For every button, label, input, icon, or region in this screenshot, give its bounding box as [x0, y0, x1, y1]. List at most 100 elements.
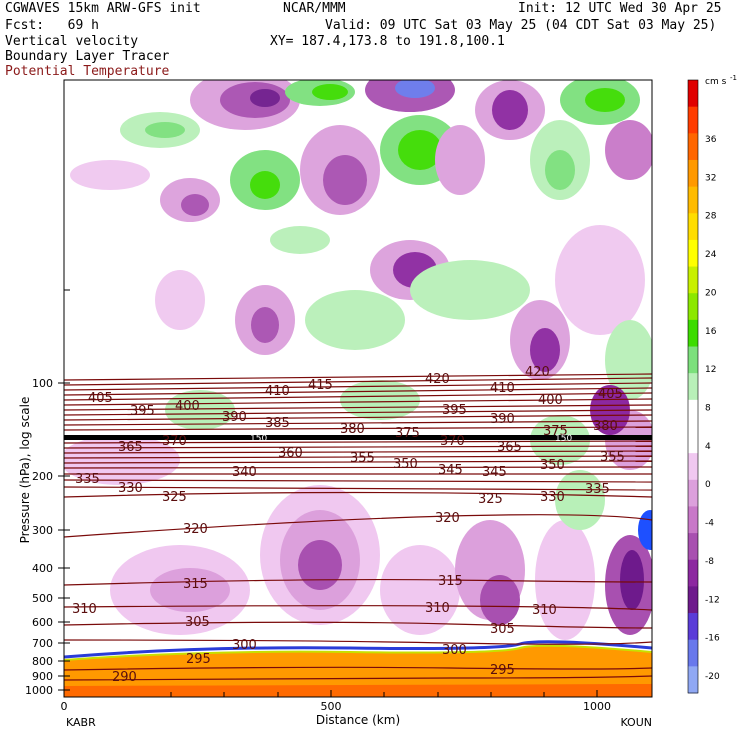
- xy-line: XY= 187.4,173.8 to 191.8,100.1: [270, 34, 505, 49]
- theta-label: 300: [232, 638, 257, 653]
- theta-label: 385: [265, 416, 290, 431]
- colorbar-swatch: [688, 479, 698, 507]
- tropopause-label: 150: [250, 434, 267, 444]
- theta-label: 380: [593, 419, 618, 434]
- init-time: Init: 12 UTC Wed 30 Apr 25: [518, 1, 722, 16]
- colorbar-label: 32: [705, 173, 716, 183]
- colorbar-swatch: [688, 533, 698, 561]
- theta-label: 330: [118, 481, 143, 496]
- colorbar-labels: 36 32 28 24 20 16 12 8 4 0 -4 -8 -12 -16 -20: [705, 135, 720, 682]
- x-axis-label: Distance (km): [316, 713, 400, 727]
- model-title: CGWAVES 15km ARW-GFS init: [5, 1, 201, 16]
- theta-label: 410: [265, 384, 290, 399]
- tropopause-line: [64, 435, 652, 440]
- theta-label: 390: [222, 410, 247, 425]
- y-tick-label: 500: [32, 592, 53, 605]
- theta-label: 405: [598, 387, 623, 402]
- theta-label: 350: [393, 457, 418, 472]
- colorbar-swatch: [688, 133, 698, 161]
- end-station-label: KOUN: [620, 716, 652, 729]
- theta-label: 415: [308, 378, 333, 393]
- y-tick-label: 400: [32, 562, 53, 575]
- theta-label: 410: [490, 381, 515, 396]
- theta-label: 420: [525, 365, 550, 380]
- theta-label: 340: [232, 465, 257, 480]
- y-tick-label: 700: [32, 637, 53, 650]
- colorbar-swatch: [688, 159, 698, 188]
- theta-label: 335: [585, 482, 610, 497]
- theta-label: 370: [162, 434, 187, 449]
- theta-label: 355: [600, 450, 625, 465]
- y-tick-label: 600: [32, 616, 53, 629]
- theta-label: 320: [183, 522, 208, 537]
- colorbar-label: 0: [705, 480, 711, 490]
- theta-label: 360: [278, 446, 303, 461]
- theta-label: 305: [185, 615, 210, 630]
- field-boundary-layer-tracer: Boundary Layer Tracer: [5, 49, 170, 64]
- colorbar-label: -4: [705, 519, 714, 529]
- theta-label: 380: [340, 422, 365, 437]
- theta-label: 305: [490, 622, 515, 637]
- theta-label: 400: [175, 399, 200, 414]
- theta-label: 405: [88, 391, 113, 406]
- y-tick-label: 100: [32, 377, 53, 390]
- theta-label: 350: [540, 458, 565, 473]
- colorbar-swatch: [688, 426, 698, 454]
- colorbar-frame: [687, 79, 699, 694]
- field-vertical-velocity: Vertical velocity: [5, 34, 139, 49]
- theta-label: 345: [482, 465, 507, 480]
- forecast-hour: Fcst: 69 h: [5, 18, 99, 33]
- colorbar-swatch: [688, 586, 698, 614]
- y-axis-label: Pressure (hPa), log scale: [18, 397, 32, 544]
- theta-label: 325: [162, 490, 187, 505]
- theta-label: 330: [540, 490, 565, 505]
- theta-label: 395: [130, 404, 155, 419]
- theta-label: 315: [438, 574, 463, 589]
- theta-label: 355: [350, 451, 375, 466]
- color-bar: [687, 79, 699, 694]
- colorbar-label: 24: [705, 250, 717, 260]
- theta-label: 365: [118, 440, 143, 455]
- colorbar-label: 4: [705, 442, 711, 452]
- colorbar-swatch: [688, 399, 698, 427]
- colorbar-unit: cm s: [705, 77, 727, 87]
- y-tick-label: 200: [32, 470, 53, 483]
- field-potential-temperature: Potential Temperature: [5, 64, 170, 79]
- theta-label: 325: [478, 492, 503, 507]
- colorbar-swatch: [688, 106, 698, 134]
- x-tick-label: 0: [61, 700, 68, 713]
- colorbar-swatch: [688, 613, 698, 641]
- colorbar-label: -16: [705, 634, 720, 644]
- colorbar-swatch: [688, 373, 698, 401]
- colorbar-label: -8: [705, 557, 714, 567]
- colorbar-label: 8: [705, 404, 711, 414]
- x-tick-label: 500: [321, 700, 342, 713]
- colorbar-swatch: [688, 293, 698, 321]
- colorbar-swatch: [688, 80, 698, 108]
- theta-label: 420: [425, 372, 450, 387]
- plot-frame: [63, 79, 653, 698]
- colorbar-swatch: [688, 506, 698, 534]
- theta-label: 295: [186, 652, 211, 667]
- center-title: NCAR/MMM: [283, 1, 346, 16]
- theta-label: 300: [442, 643, 467, 658]
- theta-label: 320: [435, 511, 460, 526]
- theta-label: 315: [183, 577, 208, 592]
- y-tick-label: 800: [32, 655, 53, 668]
- y-tick-label: 900: [32, 670, 53, 683]
- y-tick-label: 300: [32, 524, 53, 537]
- x-tick-label: 1000: [583, 700, 611, 713]
- colorbar-unit-exponent: -1: [730, 74, 737, 82]
- theta-labels: 420 420 410 410 415 405 405 395 395 400 4…: [72, 365, 625, 685]
- colorbar-swatch: [688, 639, 698, 667]
- theta-label: 310: [425, 601, 450, 616]
- theta-label: 375: [395, 426, 420, 441]
- theta-label: 370: [440, 434, 465, 449]
- colorbar-label: 28: [705, 212, 717, 222]
- colorbar-swatch: [688, 666, 698, 694]
- colorbar-swatch: [688, 319, 698, 348]
- y-tick-label: 1000: [25, 684, 53, 697]
- valid-time: Valid: 09 UTC Sat 03 May 25 (04 CDT Sat …: [325, 18, 717, 33]
- colorbar-label: 36: [705, 135, 717, 145]
